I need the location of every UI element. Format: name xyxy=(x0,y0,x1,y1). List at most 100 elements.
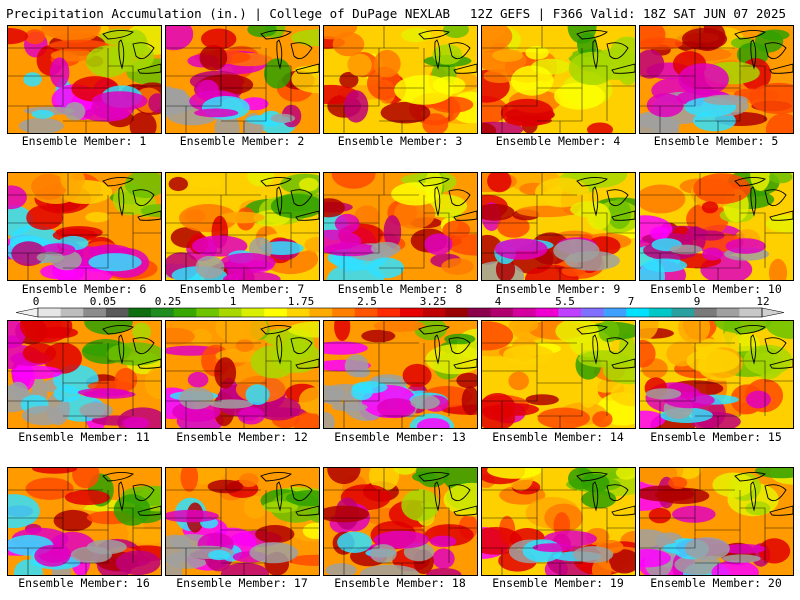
ensemble-member-label: Ensemble Member: 8 xyxy=(337,282,463,296)
ensemble-member-map xyxy=(323,320,478,429)
colorbar-swatch xyxy=(105,308,129,317)
colorbar-swatch xyxy=(264,308,288,317)
colorbar-max-arrow xyxy=(761,307,785,318)
ensemble-member-label: Ensemble Member: 2 xyxy=(179,134,305,148)
precipitation-field xyxy=(640,26,793,133)
ensemble-member-map xyxy=(639,25,794,134)
ensemble-member-map xyxy=(481,467,636,576)
colorbar-tick-label: 5.5 xyxy=(555,296,575,308)
ensemble-member-map xyxy=(323,25,478,134)
precipitation-field xyxy=(482,26,635,133)
ensemble-member-label: Ensemble Member: 4 xyxy=(495,134,621,148)
colorbar-swatch xyxy=(535,308,559,317)
ensemble-member-map xyxy=(481,172,636,281)
precipitation-field xyxy=(640,468,793,575)
ensemble-member-label: Ensemble Member: 19 xyxy=(492,576,624,590)
colorbar-swatch xyxy=(309,308,333,317)
precipitation-field xyxy=(324,321,477,428)
ensemble-member-map xyxy=(639,320,794,429)
ensemble-member-label: Ensemble Member: 3 xyxy=(337,134,463,148)
precipitation-field xyxy=(166,321,319,428)
header-right-title: 12Z GEFS | F366 Valid: 18Z SAT JUN 07 20… xyxy=(469,6,786,21)
ensemble-member-label: Ensemble Member: 7 xyxy=(179,282,305,296)
colorbar-min-arrow xyxy=(15,307,39,318)
ensemble-member-map xyxy=(481,320,636,429)
ensemble-member-label: Ensemble Member: 14 xyxy=(492,430,624,444)
ensemble-member-label: Ensemble Member: 12 xyxy=(176,430,308,444)
colorbar-swatch xyxy=(241,308,265,317)
ensemble-member-label: Ensemble Member: 11 xyxy=(18,430,150,444)
colorbar-swatch xyxy=(151,308,175,317)
precipitation-field xyxy=(640,173,793,280)
colorbar-swatch xyxy=(671,308,695,317)
precipitation-field xyxy=(640,321,793,428)
precipitation-field xyxy=(324,26,477,133)
precipitation-field xyxy=(8,321,161,428)
precipitation-field xyxy=(324,468,477,575)
precipitation-field xyxy=(482,468,635,575)
ensemble-member-map xyxy=(323,172,478,281)
header-left-title: Precipitation Accumulation (in.) | Colle… xyxy=(6,6,451,21)
ensemble-member-map xyxy=(639,467,794,576)
colorbar-swatch xyxy=(694,308,718,317)
colorbar-tick-label: 2.5 xyxy=(357,296,377,308)
colorbar-swatch xyxy=(490,308,514,317)
precipitation-field xyxy=(166,468,319,575)
colorbar-swatch xyxy=(60,308,84,317)
ensemble-member-label: Ensemble Member: 13 xyxy=(334,430,466,444)
ensemble-member-map xyxy=(165,467,320,576)
colorbar-tick-label: 1.75 xyxy=(288,296,315,308)
colorbar-swatch xyxy=(219,308,242,317)
colorbar-swatch xyxy=(739,308,763,317)
precipitation-colorbar: 0 0.05 0.25 1 1.75 2.5 3.25 4 5.5 7 9 12 xyxy=(15,296,785,318)
colorbar-tick-label: 4 xyxy=(495,296,502,308)
precipitation-field xyxy=(8,173,161,280)
precipitation-field xyxy=(8,468,161,575)
ensemble-member-label: Ensemble Member: 1 xyxy=(21,134,147,148)
colorbar-swatch xyxy=(716,308,740,317)
ensemble-member-label: Ensemble Member: 9 xyxy=(495,282,621,296)
precipitation-field xyxy=(166,173,319,280)
colorbar-tick-label: 0 xyxy=(33,296,40,308)
ensemble-member-label: Ensemble Member: 6 xyxy=(21,282,147,296)
colorbar-tick-label: 9 xyxy=(694,296,701,308)
ensemble-member-label: Ensemble Member: 18 xyxy=(334,576,466,590)
colorbar-tick-label: 7 xyxy=(628,296,635,308)
ensemble-member-label: Ensemble Member: 16 xyxy=(18,576,150,590)
colorbar-swatch xyxy=(83,308,107,317)
precipitation-field xyxy=(166,26,319,133)
ensemble-member-map xyxy=(7,320,162,429)
colorbar-swatch xyxy=(648,308,672,317)
ensemble-member-label: Ensemble Member: 15 xyxy=(650,430,782,444)
ensemble-member-label: Ensemble Member: 10 xyxy=(650,282,782,296)
colorbar-swatch xyxy=(558,308,582,317)
colorbar-swatch xyxy=(400,308,423,317)
colorbar-swatch xyxy=(286,308,310,317)
colorbar-swatch xyxy=(332,308,356,317)
ensemble-member-map xyxy=(639,172,794,281)
colorbar-tick-label: 0.05 xyxy=(90,296,117,308)
colorbar-swatch xyxy=(128,308,152,317)
ensemble-member-map xyxy=(7,25,162,134)
ensemble-member-map xyxy=(7,172,162,281)
colorbar-swatch xyxy=(354,308,378,317)
ensemble-member-map xyxy=(323,467,478,576)
ensemble-member-map xyxy=(165,25,320,134)
colorbar-swatch xyxy=(581,308,604,317)
colorbar-swatch xyxy=(377,308,401,317)
precipitation-field xyxy=(482,321,635,428)
precipitation-field xyxy=(324,173,477,280)
ensemble-member-label: Ensemble Member: 17 xyxy=(176,576,308,590)
ensemble-member-map xyxy=(481,25,636,134)
colorbar-tick-label: 3.25 xyxy=(420,296,447,308)
ensemble-member-map xyxy=(7,467,162,576)
precipitation-field xyxy=(8,26,161,133)
precipitation-field xyxy=(482,173,635,280)
colorbar-swatch xyxy=(513,308,537,317)
colorbar-swatch xyxy=(38,308,61,317)
colorbar-tick-label: 0.25 xyxy=(155,296,182,308)
colorbar-swatch xyxy=(196,308,220,317)
ensemble-member-map xyxy=(165,172,320,281)
colorbar-tick-label: 12 xyxy=(756,296,769,308)
colorbar-swatch xyxy=(626,308,650,317)
